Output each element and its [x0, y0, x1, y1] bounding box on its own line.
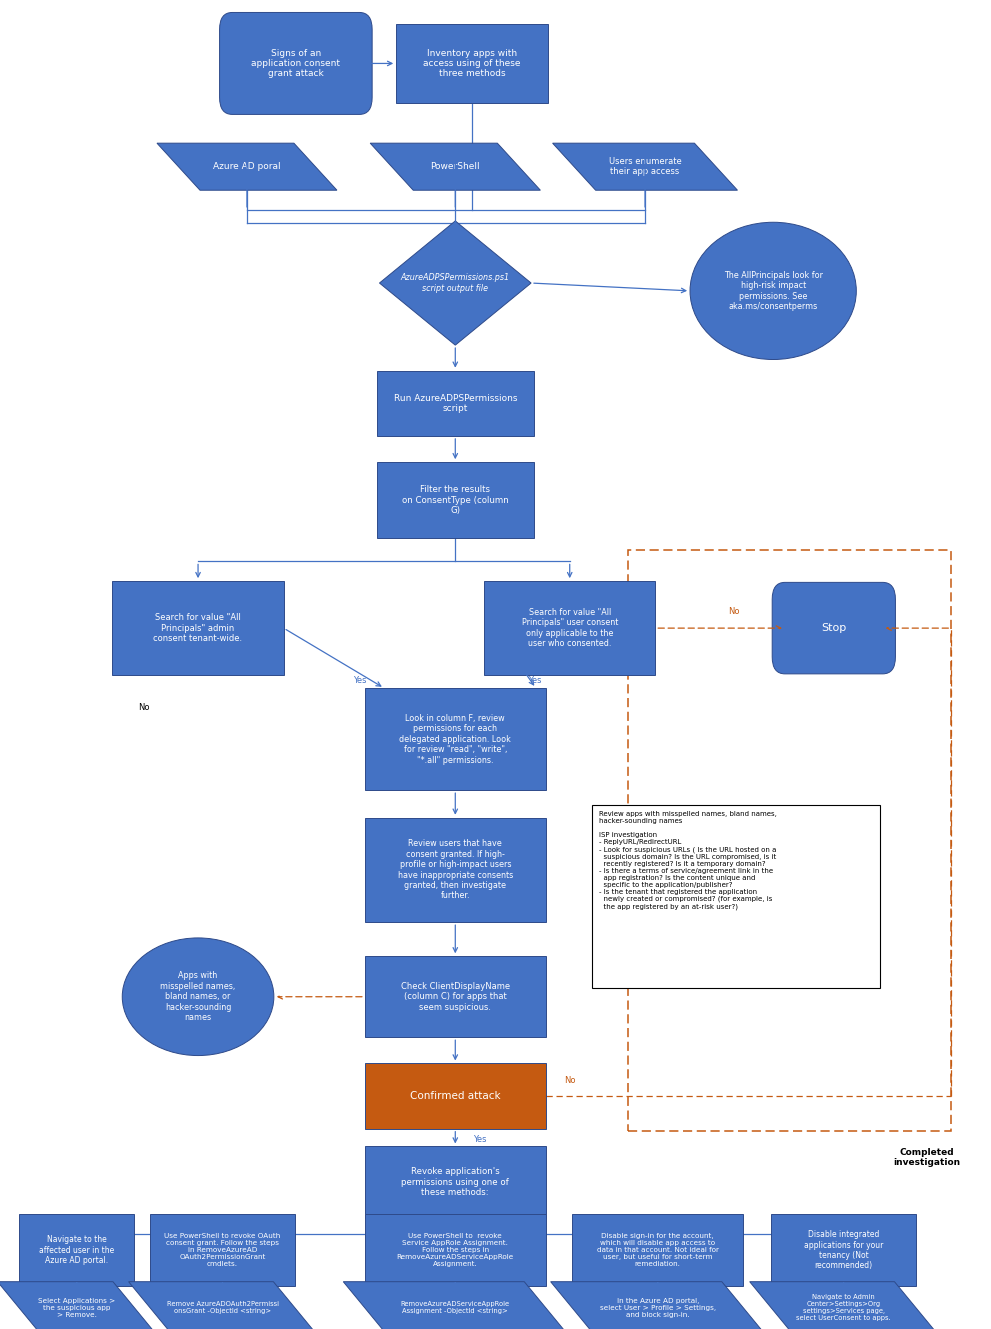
Text: Users enumerate
their app access: Users enumerate their app access	[608, 157, 682, 177]
Text: Review apps with misspelled names, bland names,
hacker-sounding names

ISP inves: Review apps with misspelled names, bland…	[599, 811, 777, 909]
Text: In the Azure AD portal,
select User > Profile > Settings,
and block sign-in.: In the Azure AD portal, select User > Pr…	[600, 1298, 716, 1318]
FancyBboxPatch shape	[365, 1063, 546, 1128]
FancyBboxPatch shape	[772, 582, 896, 674]
Polygon shape	[129, 1281, 316, 1329]
Text: The AllPrincipals look for
high-risk impact
permissions. See
aka.ms/consentperms: The AllPrincipals look for high-risk imp…	[723, 271, 823, 311]
Text: AzureADPSPermissions.ps1
script output file: AzureADPSPermissions.ps1 script output f…	[400, 274, 509, 292]
Polygon shape	[380, 221, 531, 346]
FancyBboxPatch shape	[112, 581, 283, 675]
Text: Review users that have
consent granted. If high-
profile or high-impact users
ha: Review users that have consent granted. …	[397, 840, 513, 901]
Text: Azure AD poral: Azure AD poral	[213, 162, 280, 171]
FancyBboxPatch shape	[377, 462, 533, 538]
Text: Use PowerShell to  revoke
Service AppRole Assignment.
Follow the steps in
Remove: Use PowerShell to revoke Service AppRole…	[396, 1233, 514, 1268]
Text: Search for value "All
Principals" admin
consent tenant-wide.: Search for value "All Principals" admin …	[154, 613, 243, 643]
Polygon shape	[371, 144, 540, 190]
FancyBboxPatch shape	[572, 1215, 743, 1286]
Ellipse shape	[122, 938, 274, 1055]
FancyBboxPatch shape	[365, 817, 546, 922]
Text: RemoveAzureADServiceAppRole
Assignment -ObjectId <string>: RemoveAzureADServiceAppRole Assignment -…	[400, 1301, 509, 1314]
Polygon shape	[343, 1281, 567, 1329]
Text: Disable sign-in for the account,
which will disable app access to
data in that a: Disable sign-in for the account, which w…	[597, 1233, 718, 1268]
FancyBboxPatch shape	[19, 1215, 135, 1286]
FancyBboxPatch shape	[365, 1215, 546, 1286]
Ellipse shape	[690, 222, 856, 360]
Polygon shape	[551, 1281, 765, 1329]
FancyBboxPatch shape	[150, 1215, 295, 1286]
Polygon shape	[553, 144, 737, 190]
FancyBboxPatch shape	[365, 957, 546, 1037]
Text: Inventory apps with
access using of these
three methods: Inventory apps with access using of thes…	[423, 49, 520, 78]
Text: Yes: Yes	[528, 676, 541, 684]
FancyBboxPatch shape	[220, 12, 373, 114]
Text: Check ClientDisplayName
(column C) for apps that
seem suspicious.: Check ClientDisplayName (column C) for a…	[400, 982, 509, 1011]
FancyBboxPatch shape	[396, 24, 548, 102]
Text: Revoke application's
permissions using one of
these methods:: Revoke application's permissions using o…	[401, 1167, 509, 1197]
Text: Search for value "All
Principals" user consent
only applicable to the
user who c: Search for value "All Principals" user c…	[521, 609, 618, 649]
Text: No: No	[139, 703, 150, 712]
Text: Yes: Yes	[353, 676, 367, 684]
Text: Navigate to Admin
Center>Settings>Org
settings>Services page,
select UserConsent: Navigate to Admin Center>Settings>Org se…	[797, 1294, 891, 1321]
Text: Navigate to the
affected user in the
Azure AD portal.: Navigate to the affected user in the Azu…	[39, 1236, 114, 1265]
Text: Signs of an
application consent
grant attack: Signs of an application consent grant at…	[252, 49, 340, 78]
Text: No: No	[565, 1076, 576, 1084]
Polygon shape	[157, 144, 337, 190]
Text: PowerShell: PowerShell	[430, 162, 480, 171]
Text: Confirmed attack: Confirmed attack	[410, 1091, 500, 1102]
FancyBboxPatch shape	[485, 581, 655, 675]
Text: No: No	[728, 606, 740, 615]
Text: Completed
investigation: Completed investigation	[893, 1148, 960, 1167]
Text: Disable integrated
applications for your
tenancy (Not
recommended): Disable integrated applications for your…	[804, 1231, 883, 1271]
Polygon shape	[0, 1281, 156, 1329]
Text: Look in column F, review
permissions for each
delegated application. Look
for re: Look in column F, review permissions for…	[399, 714, 511, 764]
Text: Filter the results
on ConsentType (column
G): Filter the results on ConsentType (colum…	[402, 485, 508, 514]
FancyBboxPatch shape	[365, 1147, 546, 1219]
Polygon shape	[750, 1281, 937, 1329]
Text: Remove AzureADOAuth2Permissi
onsGrant -ObjectId <string>: Remove AzureADOAuth2Permissi onsGrant -O…	[166, 1301, 278, 1314]
FancyBboxPatch shape	[771, 1215, 916, 1286]
Text: Stop: Stop	[822, 623, 846, 633]
Text: Use PowerShell to revoke OAuth
consent grant. Follow the steps
in RemoveAzureAD
: Use PowerShell to revoke OAuth consent g…	[165, 1233, 280, 1268]
Text: Yes: Yes	[473, 1135, 487, 1144]
FancyBboxPatch shape	[592, 804, 880, 987]
FancyBboxPatch shape	[365, 688, 546, 791]
Text: Select Applications >
the suspicious app
> Remove.: Select Applications > the suspicious app…	[38, 1298, 115, 1318]
Text: Run AzureADPSPermissions
script: Run AzureADPSPermissions script	[393, 393, 517, 413]
Text: Apps with
misspelled names,
bland names, or
hacker-sounding
names: Apps with misspelled names, bland names,…	[161, 971, 236, 1022]
FancyBboxPatch shape	[377, 371, 533, 436]
